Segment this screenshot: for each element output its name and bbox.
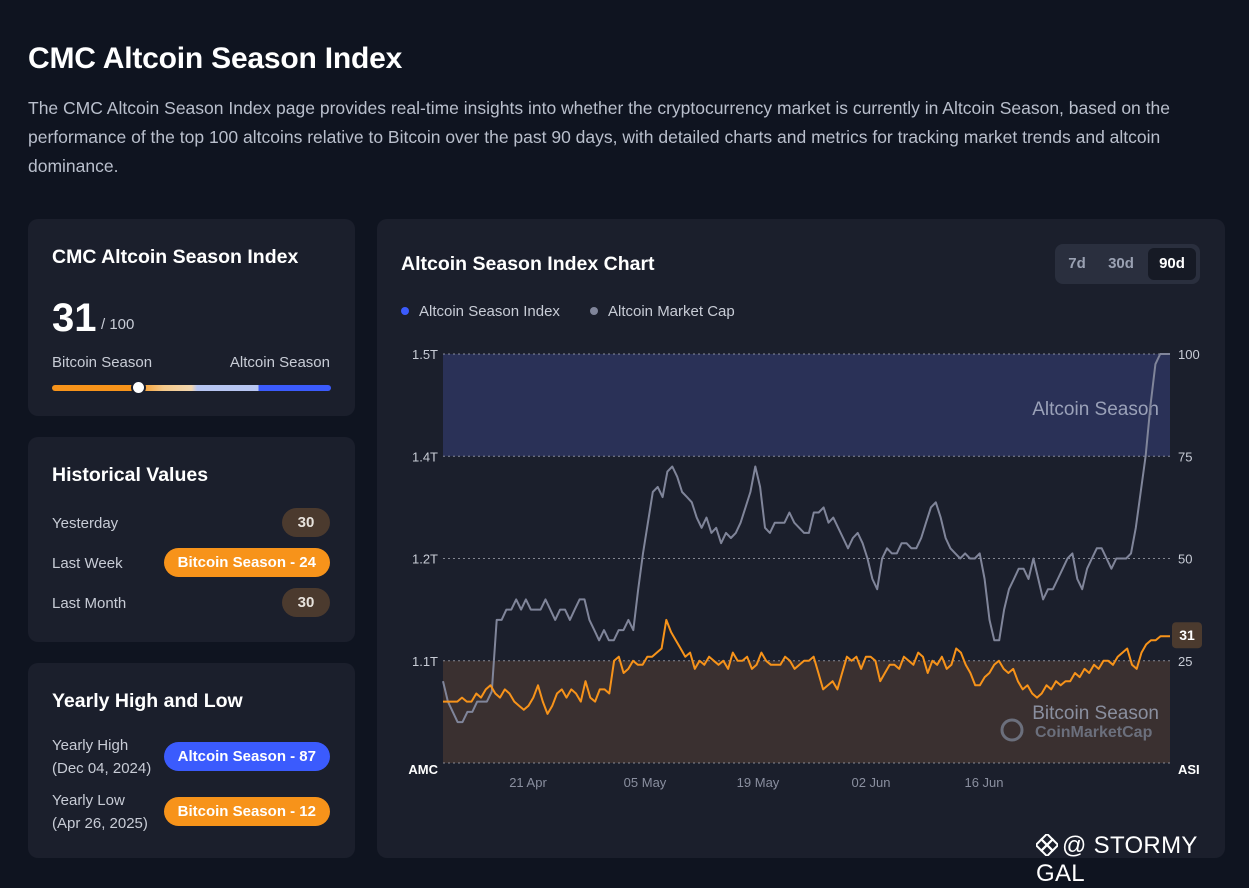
left-axis-tick: 1.1T	[412, 654, 438, 669]
index-card	[28, 219, 355, 416]
yearly-high-label: Yearly High	[52, 737, 129, 754]
x-axis-tick: 05 May	[624, 775, 667, 790]
left-axis-tick: 1.5T	[412, 347, 438, 362]
legend-altcoin-market-cap[interactable]: Altcoin Market Cap	[590, 303, 735, 320]
range-tabs: 7d 30d 90d	[1055, 244, 1200, 284]
gauge-left-label: Bitcoin Season	[52, 354, 153, 371]
hist-last-month-value: 30	[282, 588, 330, 617]
hist-last-month-label: Last Month	[52, 595, 127, 612]
chart-title: Altcoin Season Index Chart	[401, 253, 655, 275]
yearly-low-date: (Apr 26, 2025)	[52, 815, 148, 832]
coinmarketcap-logo-icon	[1000, 718, 1024, 742]
legend-label: Altcoin Market Cap	[608, 303, 735, 320]
altcoin-season-band-label: Altcoin Season	[1032, 399, 1159, 420]
hist-yesterday-label: Yesterday	[52, 515, 119, 532]
left-axis-tick: 1.4T	[412, 449, 438, 464]
bitcoin-season-band-label: Bitcoin Season	[1032, 703, 1159, 724]
yearly-low-label: Yearly Low	[52, 792, 125, 809]
diamond-logo-icon	[1036, 834, 1058, 856]
gauge-right-label: Altcoin Season	[229, 354, 330, 371]
legend-label: Altcoin Season Index	[419, 303, 560, 320]
series-altcoin-market-cap	[442, 353, 1170, 724]
hist-last-week-label: Last Week	[52, 555, 123, 572]
right-axis-tick: 100	[1178, 347, 1200, 362]
coinmarketcap-logo-text: CoinMarketCap	[1035, 724, 1153, 741]
tab-7d[interactable]: 7d	[1068, 255, 1086, 272]
left-axis-title: AMC	[408, 762, 438, 777]
altcoin-season-band	[443, 354, 1170, 457]
season-gauge	[52, 385, 331, 391]
yearly-high-date: (Dec 04, 2024)	[52, 760, 152, 777]
right-axis-tick: 25	[1178, 654, 1192, 669]
x-axis-tick: 21 Apr	[509, 775, 547, 790]
series-altcoin-season-index	[443, 618, 1170, 715]
yearly-high-value: Altcoin Season - 87	[163, 742, 330, 771]
index-card-title: CMC Altcoin Season Index	[52, 246, 299, 268]
legend-altcoin-season-index[interactable]: Altcoin Season Index	[401, 303, 560, 320]
tab-90d[interactable]: 90d	[1148, 248, 1196, 280]
tab-30d[interactable]: 30d	[1108, 255, 1134, 272]
index-value: 31	[52, 296, 97, 340]
legend-dot-icon	[590, 307, 598, 315]
gauge-knob	[130, 380, 146, 395]
watermark-text: @ STORMY GAL	[1036, 832, 1198, 887]
right-axis-tick: 50	[1178, 552, 1192, 567]
right-axis-title: ASI	[1178, 762, 1200, 777]
index-max: / 100	[101, 316, 135, 333]
hist-last-week-value: Bitcoin Season - 24	[163, 548, 330, 577]
right-axis-tick: 75	[1178, 449, 1192, 464]
historical-values-title: Historical Values	[52, 464, 209, 486]
legend-dot-icon	[401, 307, 409, 315]
current-value-badge	[1172, 622, 1202, 649]
page-description: The CMC Altcoin Season Index page provid…	[28, 98, 1170, 176]
watermark: @ STORMY GAL	[1036, 832, 1249, 888]
hist-yesterday-value: 30	[282, 508, 330, 537]
x-axis-tick: 16 Jun	[964, 775, 1003, 790]
current-value-label: 31	[1179, 627, 1195, 643]
bitcoin-season-band	[443, 660, 1170, 763]
left-axis-tick: 1.2T	[412, 552, 438, 567]
yearly-low-value: Bitcoin Season - 12	[163, 797, 330, 826]
page-title: CMC Altcoin Season Index	[28, 42, 403, 75]
yearly-title: Yearly High and Low	[52, 690, 243, 712]
altcoin-season-chart: Altcoin Season Bitcoin SeasonCoinMarketCa…	[408, 347, 1202, 790]
x-axis-tick: 02 Jun	[851, 775, 890, 790]
x-axis-tick: 19 May	[737, 775, 780, 790]
